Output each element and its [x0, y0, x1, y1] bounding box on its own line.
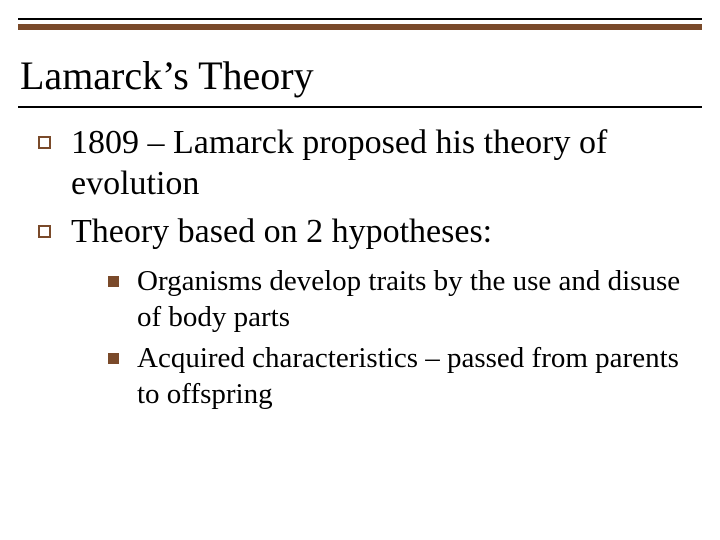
hollow-square-bullet-icon: [38, 225, 51, 238]
slide-content: 1809 – Lamarck proposed his theory of ev…: [38, 122, 690, 418]
title-underline: [18, 106, 702, 108]
list-item: Organisms develop traits by the use and …: [108, 264, 690, 335]
slide-title: Lamarck’s Theory: [20, 52, 314, 99]
sublist: Organisms develop traits by the use and …: [108, 264, 690, 412]
top-rule-thin: [18, 18, 702, 20]
list-item-text: Organisms develop traits by the use and …: [137, 264, 690, 335]
list-item: 1809 – Lamarck proposed his theory of ev…: [38, 122, 690, 205]
list-item-text: 1809 – Lamarck proposed his theory of ev…: [71, 122, 690, 205]
filled-square-bullet-icon: [108, 276, 119, 287]
slide: Lamarck’s Theory 1809 – Lamarck proposed…: [0, 0, 720, 540]
list-item-text: Acquired characteristics – passed from p…: [137, 341, 690, 412]
top-rule-thick: [18, 24, 702, 30]
filled-square-bullet-icon: [108, 353, 119, 364]
list-item: Theory based on 2 hypotheses:: [38, 211, 690, 252]
list-item: Acquired characteristics – passed from p…: [108, 341, 690, 412]
list-item-text: Theory based on 2 hypotheses:: [71, 211, 492, 252]
hollow-square-bullet-icon: [38, 136, 51, 149]
